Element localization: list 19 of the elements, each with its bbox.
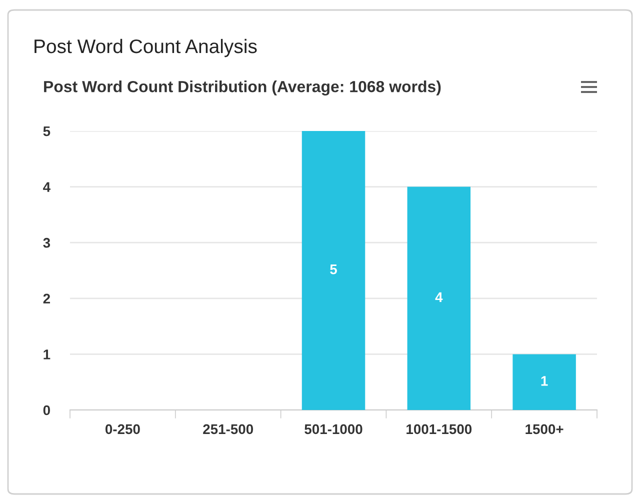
chart-title: Post Word Count Analysis — [34, 38, 257, 58]
bar — [512, 354, 576, 410]
y-tick-label: 1 — [44, 350, 50, 360]
x-tick-label: 0-250 — [105, 424, 140, 434]
x-tick-label: 251-500 — [203, 424, 254, 434]
bar — [302, 131, 366, 410]
y-tick-label: 5 — [43, 126, 50, 136]
x-tick-label: 1001-1500 — [406, 424, 472, 434]
y-tick-label: 4 — [43, 182, 50, 192]
y-tick-label: 0 — [43, 405, 50, 416]
chart-subtitle: Post Word Count Distribution (Average: 1068 words) — [44, 80, 441, 96]
data-label: 5 — [330, 264, 337, 274]
x-tick-label: 1500+ — [526, 424, 564, 434]
bar — [407, 186, 471, 410]
data-label: 4 — [435, 292, 443, 302]
data-label: 1 — [541, 376, 548, 386]
y-tick-label: 2 — [43, 294, 50, 304]
x-tick-label: 501-1000 — [304, 424, 362, 434]
y-tick-label: 3 — [43, 238, 50, 248]
